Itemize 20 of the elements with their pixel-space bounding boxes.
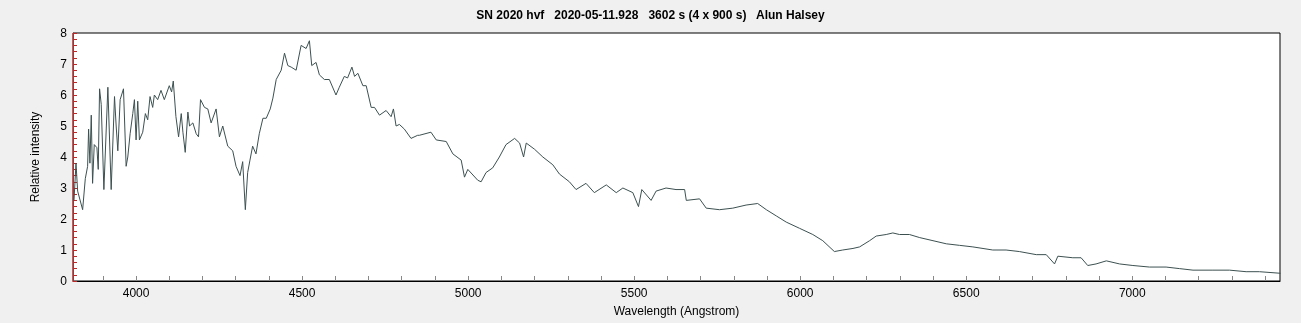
x-tick-label: 5500: [620, 286, 648, 300]
x-tick-label: 4500: [288, 286, 316, 300]
x-tick-label: 6500: [952, 286, 980, 300]
y-tick-label: 4: [60, 150, 68, 164]
x-tick-label: 5000: [454, 286, 482, 300]
x-tick-label: 7000: [1118, 286, 1146, 300]
y-tick-label: 1: [60, 243, 68, 257]
y-axis-title: Relative intensity: [28, 111, 42, 203]
x-tick-label: 6000: [786, 286, 814, 300]
x-axis-title: Wavelength (Angstrom): [613, 304, 740, 318]
y-tick-label: 8: [60, 26, 68, 40]
line-series: [73, 40, 1281, 274]
y-tick-label: 3: [60, 181, 68, 195]
y-tick-label: 7: [60, 57, 68, 71]
x-tick-label: 4000: [122, 286, 150, 300]
y-tick-label: 5: [60, 119, 68, 133]
y-tick-label: 2: [60, 212, 68, 226]
chart-title: SN 2020 hvf 2020-05-11.928 3602 s (4 x 900 s) Alun Halsey: [476, 8, 826, 22]
y-tick-label: 6: [60, 88, 68, 102]
y-tick-label: 0: [60, 274, 68, 288]
